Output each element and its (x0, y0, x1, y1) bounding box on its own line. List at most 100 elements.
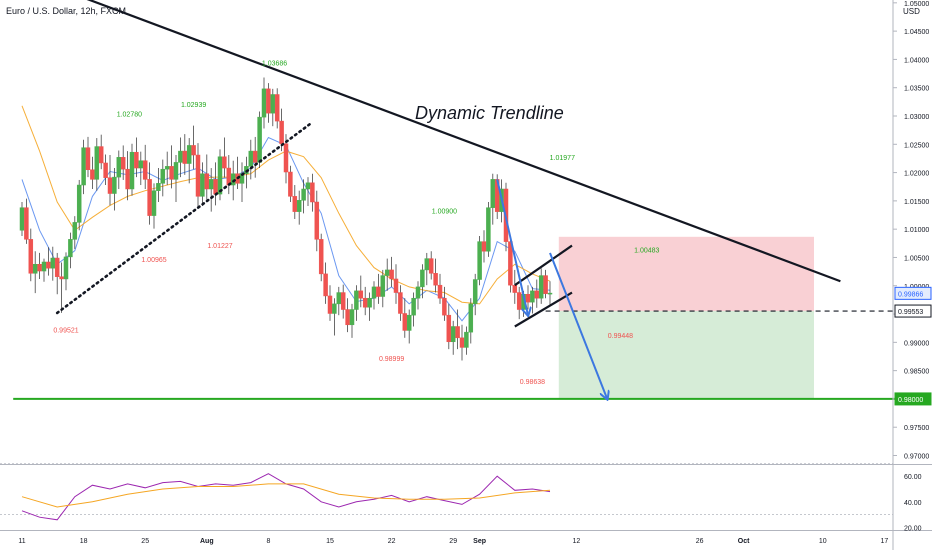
candle (406, 309, 412, 344)
candle-body (160, 168, 166, 184)
candle (468, 298, 474, 344)
candle-body (134, 151, 139, 169)
price-tick-label: 1.02500 (904, 142, 929, 149)
candle (156, 168, 161, 203)
candle (90, 156, 95, 189)
price-tick-label: 1.05000 (904, 1, 929, 8)
price-tick-label: 1.00500 (904, 255, 929, 262)
candle-body (376, 286, 381, 297)
candle (428, 251, 434, 280)
candle (318, 233, 324, 282)
candle (530, 286, 535, 314)
time-tick-label: 15 (326, 538, 334, 545)
candle (538, 268, 544, 304)
channel-lower (514, 291, 573, 328)
time-tick-label: 25 (141, 538, 149, 545)
risk-reward-zones (558, 236, 814, 399)
candle-body (191, 145, 196, 156)
candle (50, 246, 56, 281)
candle-body (50, 257, 56, 269)
time-tick-label: 11 (18, 538, 25, 545)
price-tick-label: 0.97000 (904, 454, 929, 461)
candle-body (516, 292, 522, 310)
price-labels: 1.02780 1.02939 1.03686 1.01977 1.00900 1.004… (53, 61, 659, 387)
candle-body (248, 150, 254, 167)
candle (54, 252, 60, 295)
candle (72, 216, 78, 249)
candle-body (169, 166, 174, 180)
candle (349, 303, 355, 338)
price-tick-label: 0.97500 (904, 425, 929, 432)
candle (222, 137, 227, 178)
candle (314, 190, 320, 252)
candle (120, 145, 126, 180)
time-tick-label: Sep (473, 538, 486, 545)
candle-body (464, 331, 469, 348)
candle-body (332, 303, 337, 314)
candle (164, 151, 170, 186)
candle-body (46, 261, 51, 269)
candle-body (120, 157, 126, 170)
candle-body (292, 196, 298, 212)
candle (340, 284, 346, 319)
candle-body (411, 297, 416, 316)
candle-body (450, 326, 456, 343)
candle-body (72, 222, 78, 240)
candle (41, 258, 47, 282)
candle (169, 145, 174, 189)
candle (433, 258, 438, 293)
candle-body (274, 94, 280, 122)
candle (63, 252, 69, 291)
candle (37, 252, 42, 279)
price-label: 0.98999 (379, 356, 404, 363)
candle (367, 292, 372, 321)
projection-arrow (496, 179, 528, 315)
candle-body (257, 116, 262, 163)
candle-body (340, 292, 346, 310)
candle-body (68, 239, 73, 258)
candle-body (173, 162, 179, 180)
time-tick-label: 18 (80, 538, 88, 545)
candle-body (301, 188, 306, 201)
time-tick-label: 8 (266, 538, 270, 545)
price-badge-label: 0.99866 (898, 291, 923, 298)
candle (490, 173, 496, 225)
candle (393, 264, 399, 304)
price-badge-label: 0.99553 (898, 309, 923, 316)
candle (376, 273, 381, 304)
candle-body (455, 326, 460, 339)
candle-body (270, 94, 276, 114)
candle-body (406, 314, 412, 331)
candle-body (477, 241, 482, 280)
candle-body (543, 275, 548, 294)
candle (415, 281, 421, 310)
candle (380, 269, 386, 308)
candle-body (424, 258, 430, 271)
candle (481, 230, 487, 263)
candle-body (142, 160, 148, 180)
candle-body (279, 120, 284, 144)
price-badge-label: 0.98000 (898, 397, 923, 404)
candle-body (54, 257, 60, 277)
candle-body (490, 179, 496, 208)
candle-body (90, 169, 95, 180)
candle-body (19, 207, 25, 231)
candle (345, 298, 350, 333)
candle (292, 185, 298, 219)
candle-body (367, 297, 372, 308)
candle (420, 264, 425, 299)
candle-body (354, 290, 359, 310)
candle-body (525, 293, 531, 303)
candle (516, 286, 522, 320)
price-tick-label: 1.04500 (904, 29, 929, 36)
candle-body (530, 290, 535, 303)
candle-body (156, 183, 161, 191)
candle-body (380, 275, 386, 297)
price-tick-label: 1.01500 (904, 199, 929, 206)
candle-body (138, 160, 144, 169)
candle (358, 275, 364, 308)
candle-body (147, 179, 152, 216)
candle (323, 262, 328, 304)
